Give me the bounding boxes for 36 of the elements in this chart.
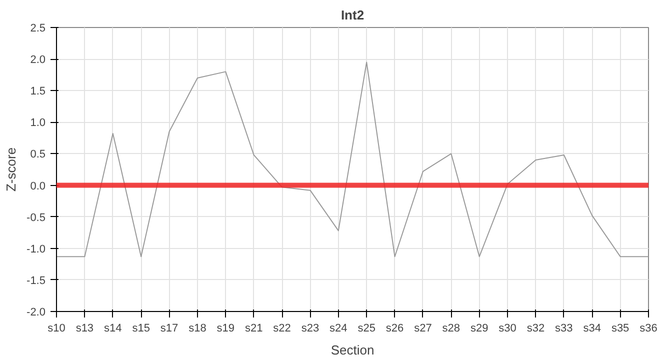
x-tick-label: s19 xyxy=(216,322,235,334)
x-tick-label: s26 xyxy=(386,322,404,334)
x-tick-label: s27 xyxy=(414,322,432,334)
y-tick-label: -0.5 xyxy=(26,212,46,224)
x-tick-label: s24 xyxy=(330,322,348,334)
x-tick-label: s13 xyxy=(76,322,94,334)
y-tick-label: -2.0 xyxy=(26,306,46,318)
y-axis-title: Z-score xyxy=(4,147,19,192)
x-tick-label: s25 xyxy=(358,322,376,334)
y-tick-label: 2.5 xyxy=(30,22,46,34)
y-tick-label: 0.0 xyxy=(30,180,46,192)
x-tick-label: s33 xyxy=(555,322,573,334)
y-tick-label: 1.5 xyxy=(30,86,46,98)
x-tick-label: s22 xyxy=(273,322,291,334)
chart-title: Int2 xyxy=(340,8,364,22)
x-tick-label: s18 xyxy=(188,322,206,334)
y-tick-label: -1.5 xyxy=(26,274,46,287)
x-tick-label: s28 xyxy=(442,322,460,334)
x-tick-label: s21 xyxy=(244,322,263,334)
x-tick-label: s17 xyxy=(160,322,178,334)
x-tick-label: s29 xyxy=(470,322,488,334)
x-tick-label: s34 xyxy=(583,322,601,334)
x-tick-label: s23 xyxy=(301,322,320,334)
x-tick-label: s35 xyxy=(611,322,630,334)
y-tick-label: 0.5 xyxy=(30,148,46,161)
x-tick-label: s10 xyxy=(48,322,66,334)
y-tick-label: 1.0 xyxy=(30,117,46,130)
x-tick-label: s32 xyxy=(526,322,545,334)
y-tick-label: 2.0 xyxy=(30,54,46,66)
x-axis-title: Section xyxy=(330,342,374,358)
x-tick-label: s30 xyxy=(498,322,516,334)
x-tick-label: s15 xyxy=(132,322,150,334)
line-series xyxy=(56,62,648,258)
y-tick-label: -1.0 xyxy=(26,243,46,256)
x-tick-label: s14 xyxy=(104,322,122,334)
x-tick-label: s36 xyxy=(640,322,658,334)
